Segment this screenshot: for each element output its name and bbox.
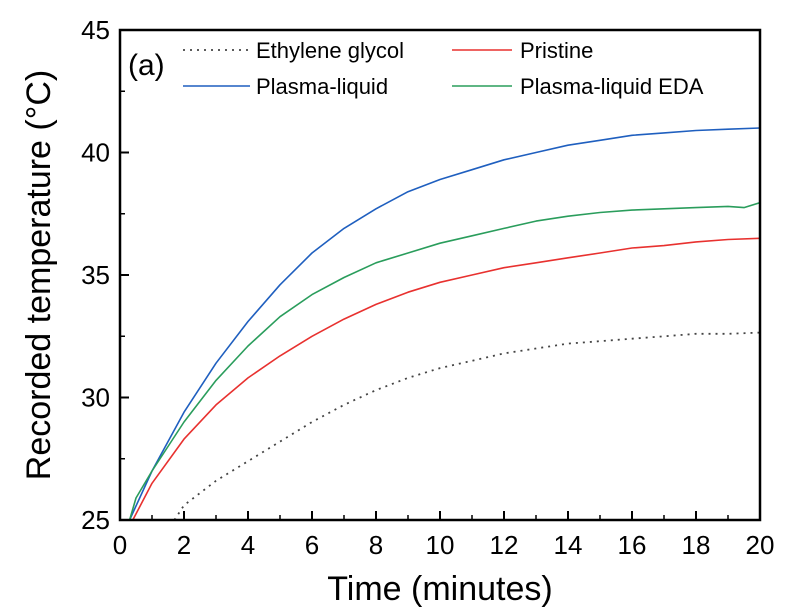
y-axis-title: Recorded temperature (°C) (20, 70, 58, 480)
y-tick-label: 30 (81, 383, 110, 413)
x-tick-label: 16 (618, 530, 647, 560)
series-line-0 (173, 331, 760, 520)
tick-layer: 0 2 4 6 8 10 12 14 16 18 20 25 30 35 40 45 (81, 15, 774, 560)
x-tick-label: 8 (369, 530, 383, 560)
plot-layer (128, 127, 760, 520)
plot-frame (118, 28, 762, 522)
y-tick-label: 45 (81, 15, 110, 45)
x-tick-label: 6 (305, 530, 319, 560)
y-tick-label: 40 (81, 138, 110, 168)
panel-label: (a) (128, 49, 165, 82)
x-tick-label: 14 (554, 530, 583, 560)
legend-label-3: Plasma-liquid EDA (520, 74, 704, 99)
x-tick-label: 2 (177, 530, 191, 560)
series-line-2 (128, 127, 760, 520)
x-tick-label: 0 (113, 530, 127, 560)
y-tick-label: 35 (81, 260, 110, 290)
series-line-3 (128, 201, 760, 520)
x-tick-label: 20 (746, 530, 775, 560)
legend-label-0: Ethylene glycol (256, 38, 404, 63)
x-axis-title: Time (minutes) (327, 570, 552, 608)
legend-label-2: Plasma-liquid (256, 74, 388, 99)
x-tick-label: 12 (490, 530, 519, 560)
y-tick-label: 25 (81, 505, 110, 535)
x-tick-label: 4 (241, 530, 255, 560)
series-line-1 (132, 237, 760, 520)
x-tick-label: 18 (682, 530, 711, 560)
legend: Ethylene glycol Pristine Plasma-liquid Plas… (183, 38, 704, 99)
legend-label-1: Pristine (520, 38, 593, 63)
x-tick-label: 10 (426, 530, 455, 560)
